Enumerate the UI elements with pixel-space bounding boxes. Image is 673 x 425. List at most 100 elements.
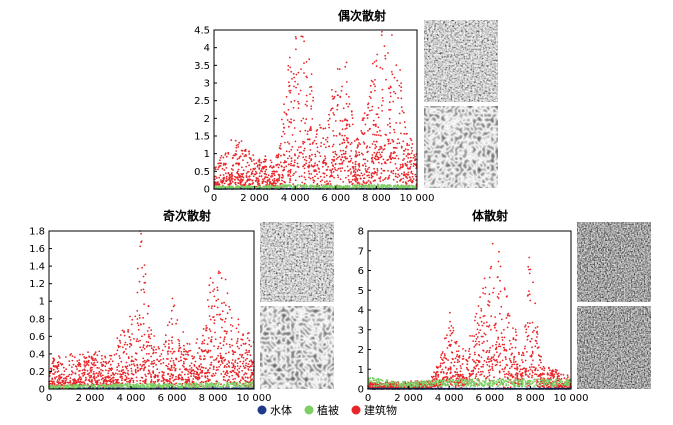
point-vegetation <box>302 184 305 187</box>
point-building <box>371 171 374 174</box>
point-building <box>297 71 300 74</box>
point-building <box>209 318 212 321</box>
point-vegetation <box>232 381 234 384</box>
point-building <box>402 140 405 143</box>
point-building <box>136 363 139 366</box>
point-building <box>373 83 375 86</box>
point-building <box>187 376 190 379</box>
point-building <box>261 180 264 183</box>
point-building <box>366 181 368 184</box>
point-vegetation <box>131 385 134 388</box>
point-vegetation <box>377 184 380 187</box>
point-building <box>153 346 156 348</box>
point-building <box>380 34 383 36</box>
point-building <box>148 344 151 347</box>
point-vegetation <box>223 185 226 188</box>
point-building <box>315 133 318 136</box>
point-building <box>78 374 80 376</box>
point-building <box>141 377 144 379</box>
point-building <box>169 378 171 381</box>
point-building <box>409 137 412 140</box>
point-building <box>296 149 299 151</box>
point-building <box>116 349 119 352</box>
point-building <box>370 91 372 94</box>
point-building <box>79 353 81 356</box>
point-building <box>121 366 124 368</box>
point-building <box>56 365 59 367</box>
point-building <box>306 105 308 107</box>
point-building <box>184 358 187 361</box>
point-building <box>222 174 225 176</box>
point-building <box>53 359 55 362</box>
point-building <box>216 313 218 316</box>
point-building <box>331 175 333 178</box>
point-building <box>324 163 327 166</box>
point-building <box>302 117 305 120</box>
point-building <box>364 123 367 126</box>
point-building <box>289 91 292 94</box>
point-vegetation <box>70 385 73 388</box>
point-building <box>177 338 180 341</box>
point-building <box>263 177 266 180</box>
point-building <box>85 376 87 379</box>
point-vegetation <box>404 185 407 188</box>
point-building <box>273 177 276 180</box>
point-building <box>316 164 319 167</box>
point-building <box>122 371 124 374</box>
point-building <box>93 361 96 364</box>
point-building <box>289 179 292 182</box>
point-building <box>303 72 305 74</box>
point-building <box>200 380 203 383</box>
point-building <box>219 352 222 355</box>
point-building <box>387 138 389 141</box>
point-building <box>289 168 292 171</box>
point-building <box>244 352 247 354</box>
point-building <box>344 128 347 130</box>
point-building <box>278 176 281 178</box>
point-building <box>145 375 148 378</box>
point-building <box>152 348 155 351</box>
point-building <box>410 172 413 174</box>
point-building <box>372 180 375 182</box>
point-building <box>139 382 142 385</box>
point-vegetation <box>387 186 390 189</box>
point-building <box>246 337 249 339</box>
point-vegetation <box>81 385 84 388</box>
point-building <box>244 376 247 379</box>
point-building <box>412 165 415 167</box>
point-building <box>209 277 212 279</box>
point-building <box>254 170 257 173</box>
point-building <box>401 110 404 112</box>
point-building <box>498 354 501 356</box>
point-building <box>319 175 322 178</box>
point-building <box>71 355 74 357</box>
point-building <box>278 164 281 166</box>
point-building <box>332 165 335 168</box>
point-building <box>271 172 273 175</box>
point-building <box>408 153 411 156</box>
point-building <box>238 371 241 373</box>
point-building <box>330 171 333 174</box>
point-building <box>482 363 485 366</box>
point-building <box>412 162 415 165</box>
point-building <box>248 164 251 167</box>
point-building <box>370 79 373 82</box>
point-vegetation <box>226 186 228 189</box>
point-building <box>90 374 92 377</box>
point-building <box>381 151 383 154</box>
point-building <box>362 153 364 156</box>
point-building <box>88 375 91 377</box>
point-building <box>240 140 243 143</box>
point-building <box>390 71 393 73</box>
point-vegetation <box>153 384 156 387</box>
point-building <box>85 364 87 367</box>
point-building <box>400 86 403 89</box>
point-building <box>143 303 146 305</box>
point-building <box>130 377 133 380</box>
point-building <box>215 358 217 361</box>
point-building <box>318 151 321 154</box>
point-building <box>370 97 372 99</box>
point-vegetation <box>370 184 372 186</box>
point-building <box>358 151 360 154</box>
